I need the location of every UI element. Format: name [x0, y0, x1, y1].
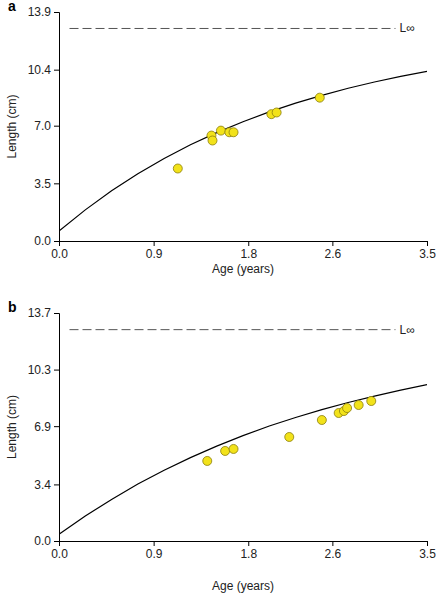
- y-tick-label: 10.4: [28, 63, 52, 77]
- y-tick-mark: [54, 370, 59, 371]
- y-tick: 0.0: [34, 234, 59, 248]
- x-axis-line: [60, 542, 428, 547]
- x-tick: 3.5: [419, 541, 436, 561]
- y-tick-label: 6.9: [34, 420, 51, 434]
- x-tick-label: 2.6: [325, 247, 342, 261]
- x-tick-label: 1.8: [240, 547, 257, 561]
- plot-area: [59, 28, 427, 231]
- y-tick-label: 3.5: [34, 177, 51, 191]
- x-tick-mark: [154, 541, 155, 546]
- data-point: [315, 93, 324, 102]
- x-tick: 2.6: [325, 541, 342, 561]
- x-tick-mark: [154, 241, 155, 246]
- x-tick-label: 3.5: [419, 247, 436, 261]
- x-tick: 2.6: [325, 241, 342, 261]
- data-point: [367, 397, 376, 406]
- figure: 0.0 0.9 1.8 2.6 3.5 0.0 3.5 7.0 10.4 13.9 L∞ a Age (…: [0, 0, 444, 600]
- y-axis-title: Length (cm): [5, 395, 19, 459]
- y-tick-mark: [54, 484, 59, 485]
- y-tick: 6.9: [34, 420, 59, 434]
- data-point: [221, 446, 230, 455]
- y-tick: 3.4: [34, 478, 59, 492]
- y-tick-label: 7.0: [34, 119, 51, 133]
- y-tick: 7.0: [34, 119, 59, 133]
- y-tick: 3.5: [34, 177, 59, 191]
- x-tick-label: 0.9: [146, 547, 163, 561]
- y-tick: 10.3: [28, 363, 59, 377]
- x-tick-mark: [332, 541, 333, 546]
- panel-label: b: [8, 299, 17, 315]
- data-point: [285, 432, 294, 441]
- y-axis: 0.0 3.5 7.0 10.4 13.9: [28, 5, 60, 248]
- x-axis: 0.0 0.9 1.8 2.6 3.5: [51, 541, 436, 561]
- y-tick-mark: [54, 183, 59, 184]
- x-tick-label: 1.8: [240, 247, 257, 261]
- data-point: [229, 128, 238, 137]
- x-tick: 0.0: [51, 541, 68, 561]
- y-tick-label: 3.4: [34, 478, 51, 492]
- x-tick: 0.0: [51, 241, 68, 261]
- data-point: [173, 164, 182, 173]
- x-tick-label: 0.9: [146, 247, 163, 261]
- x-axis-title: Age (years): [212, 579, 274, 593]
- x-tick-label: 2.6: [325, 547, 342, 561]
- y-axis-line: [54, 314, 60, 542]
- y-tick-label: 0.0: [34, 534, 51, 548]
- x-tick-mark: [248, 241, 249, 246]
- x-axis-line: [60, 242, 428, 247]
- data-point: [343, 404, 352, 413]
- data-point: [203, 456, 212, 465]
- series-label: L∞: [399, 21, 414, 35]
- data-point: [216, 126, 225, 135]
- y-tick-mark: [54, 426, 59, 427]
- y-tick-mark: [54, 70, 59, 71]
- x-axis-title: Age (years): [212, 262, 274, 276]
- x-tick-label: 0.0: [51, 247, 68, 261]
- y-axis-title: Length (cm): [5, 94, 19, 158]
- growth-curve: [59, 385, 427, 535]
- y-tick-mark: [54, 313, 59, 314]
- y-tick-mark: [54, 126, 59, 127]
- x-tick-label: 0.0: [51, 547, 68, 561]
- y-tick: 10.4: [28, 63, 59, 77]
- y-tick: 13.9: [28, 5, 59, 19]
- data-point: [208, 136, 217, 145]
- x-tick-mark: [332, 241, 333, 246]
- data-point: [272, 108, 281, 117]
- y-tick-label: 13.9: [28, 5, 52, 19]
- x-tick: 1.8: [240, 541, 257, 561]
- asymptote-line: [70, 329, 396, 330]
- y-axis-line: [54, 13, 60, 242]
- y-tick-label: 13.7: [28, 306, 52, 320]
- x-tick: 1.8: [240, 241, 257, 261]
- x-tick-mark: [427, 241, 428, 246]
- x-tick-mark: [427, 541, 428, 546]
- x-tick-label: 3.5: [419, 547, 436, 561]
- growth-curve: [59, 71, 427, 231]
- y-tick: 13.7: [28, 306, 59, 320]
- plot-area: [59, 330, 427, 535]
- y-tick-mark: [54, 241, 59, 242]
- x-tick: 0.9: [146, 241, 163, 261]
- x-tick: 3.5: [419, 241, 436, 261]
- data-point: [317, 416, 326, 425]
- series-label: L∞: [399, 323, 414, 337]
- y-tick: 0.0: [34, 534, 59, 548]
- y-axis: 0.0 3.4 6.9 10.3 13.7: [28, 306, 60, 548]
- panel-label: a: [8, 0, 16, 14]
- x-tick-mark: [248, 541, 249, 546]
- data-point: [229, 444, 238, 453]
- y-tick-mark: [54, 541, 59, 542]
- panel: 0.0 0.9 1.8 2.6 3.5 0.0 3.4 6.9 10.3 13.7 L∞ b Age (…: [5, 299, 436, 593]
- asymptote-line: [70, 28, 396, 29]
- panel: 0.0 0.9 1.8 2.6 3.5 0.0 3.5 7.0 10.4 13.9 L∞ a Age (…: [5, 0, 436, 276]
- x-tick: 0.9: [146, 541, 163, 561]
- data-point: [354, 401, 363, 410]
- y-tick-mark: [54, 12, 59, 13]
- y-tick-label: 10.3: [28, 363, 52, 377]
- y-tick-label: 0.0: [34, 234, 51, 248]
- x-axis: 0.0 0.9 1.8 2.6 3.5: [51, 241, 436, 261]
